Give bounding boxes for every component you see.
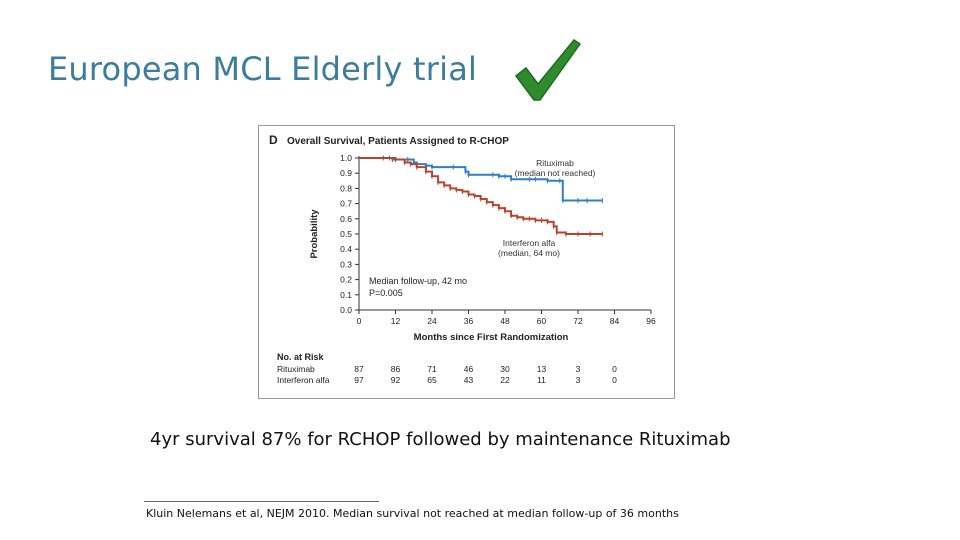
green-checkmark-icon bbox=[514, 38, 582, 101]
x-tick-label: 84 bbox=[610, 316, 620, 326]
y-tick-label: 0.0 bbox=[340, 305, 352, 315]
survival-chart: D Overall Survival, Patients Assigned to … bbox=[269, 133, 656, 385]
survival-chart-figure: D Overall Survival, Patients Assigned to … bbox=[258, 125, 675, 399]
x-tick-label: 60 bbox=[537, 316, 547, 326]
chart-panel-letter: D bbox=[269, 133, 278, 147]
slide-caption: 4yr survival 87% for RCHOP followed by m… bbox=[150, 429, 731, 450]
chart-annotation: P=0.005 bbox=[369, 288, 403, 298]
footnote: Kluin Nelemans et al, NEJM 2010. Median … bbox=[146, 507, 679, 520]
chart-annotation: Median follow-up, 42 mo bbox=[369, 276, 467, 286]
series-label-0: (median not reached) bbox=[515, 168, 596, 178]
x-tick-label: 0 bbox=[357, 316, 362, 326]
x-tick-label: 24 bbox=[427, 316, 437, 326]
at-risk-value: 0 bbox=[612, 364, 617, 374]
at-risk-value: 92 bbox=[391, 375, 401, 385]
at-risk-value: 13 bbox=[537, 364, 547, 374]
at-risk-value: 65 bbox=[427, 375, 437, 385]
y-tick-label: 0.1 bbox=[340, 290, 352, 300]
y-tick-label: 0.2 bbox=[340, 275, 352, 285]
footnote-divider bbox=[144, 501, 379, 502]
x-tick-label: 72 bbox=[573, 316, 583, 326]
at-risk-value: 3 bbox=[576, 375, 581, 385]
y-tick-label: 0.5 bbox=[340, 229, 352, 239]
y-tick-label: 0.6 bbox=[340, 214, 352, 224]
y-axis-label: Probability bbox=[309, 209, 320, 259]
at-risk-row-label: Rituximab bbox=[277, 364, 315, 374]
slide-title: European MCL Elderly trial bbox=[48, 50, 478, 88]
y-tick-label: 1.0 bbox=[340, 153, 352, 163]
x-tick-label: 12 bbox=[391, 316, 401, 326]
x-tick-label: 96 bbox=[646, 316, 656, 326]
at-risk-value: 46 bbox=[464, 364, 474, 374]
x-tick-label: 48 bbox=[500, 316, 510, 326]
at-risk-value: 11 bbox=[537, 375, 546, 385]
series-label-0: Rituximab bbox=[536, 158, 574, 168]
at-risk-value: 3 bbox=[576, 364, 581, 374]
y-tick-label: 0.8 bbox=[340, 183, 352, 193]
at-risk-value: 43 bbox=[464, 375, 474, 385]
at-risk-value: 30 bbox=[500, 364, 510, 374]
y-tick-label: 0.3 bbox=[340, 259, 352, 269]
at-risk-value: 97 bbox=[354, 375, 364, 385]
at-risk-value: 87 bbox=[354, 364, 364, 374]
chart-title: Overall Survival, Patients Assigned to R… bbox=[287, 136, 509, 147]
y-tick-label: 0.4 bbox=[340, 244, 352, 254]
series-label-1: (median, 64 mo) bbox=[498, 248, 560, 258]
at-risk-value: 86 bbox=[391, 364, 401, 374]
x-axis-label: Months since First Randomization bbox=[414, 332, 569, 343]
y-tick-label: 0.7 bbox=[340, 199, 352, 209]
at-risk-value: 0 bbox=[612, 375, 617, 385]
at-risk-row-label: Interferon alfa bbox=[277, 375, 330, 385]
series-label-1: Interferon alfa bbox=[503, 238, 556, 248]
x-tick-label: 36 bbox=[464, 316, 474, 326]
at-risk-heading: No. at Risk bbox=[277, 352, 325, 362]
at-risk-value: 22 bbox=[500, 375, 510, 385]
at-risk-value: 71 bbox=[427, 364, 437, 374]
y-tick-label: 0.9 bbox=[340, 168, 352, 178]
